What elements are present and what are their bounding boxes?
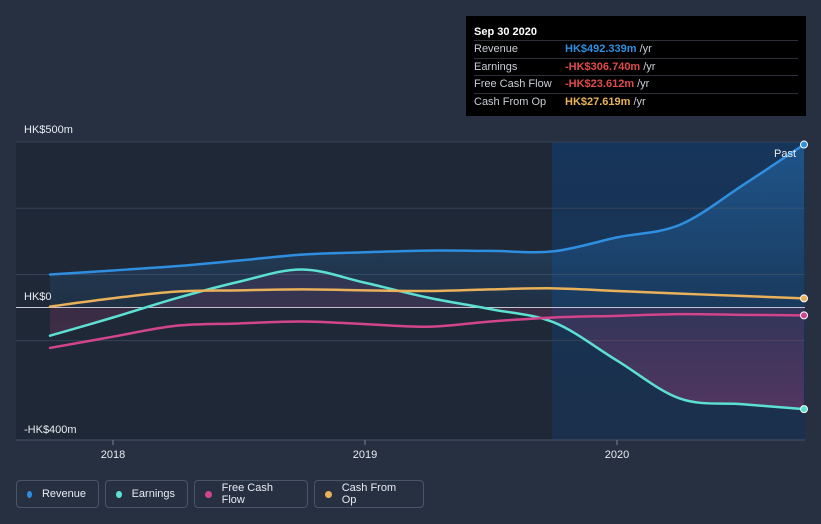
tooltip-value: HK$27.619m xyxy=(565,95,631,108)
tooltip-row-revenue: Revenue HK$492.339m /yr xyxy=(474,40,798,58)
tooltip-label: Cash From Op xyxy=(474,95,547,108)
earnings-area xyxy=(50,269,804,410)
tooltip-row-earnings: Earnings -HK$306.740m /yr xyxy=(474,57,798,76)
earnings-line xyxy=(48,268,806,411)
free-cash-flow-dot-icon xyxy=(205,490,212,498)
x-axis-ticks: 2018 2019 2020 xyxy=(101,440,629,461)
chart-legend: Revenue Earnings Free Cash Flow Cash Fro… xyxy=(16,480,424,508)
y-axis-label-zero: HK$0 xyxy=(24,291,52,303)
legend-item-earnings[interactable]: Earnings xyxy=(105,480,188,508)
free-cash-flow-line xyxy=(48,312,806,350)
earnings-end-marker xyxy=(800,405,808,414)
chart-area: 2018 2019 2020 HK$500m HK$0 -HK$400m Past xyxy=(16,124,808,461)
earnings-dot-icon xyxy=(116,490,122,498)
legend-label: Free Cash Flow xyxy=(221,482,273,506)
data-tooltip: Sep 30 2020 Revenue HK$492.339m /yr Earn… xyxy=(466,16,806,116)
legend-item-revenue[interactable]: Revenue xyxy=(16,480,99,508)
tooltip-label: Free Cash Flow xyxy=(474,78,552,90)
tooltip-date: Sep 30 2020 xyxy=(474,26,537,38)
area-fills xyxy=(50,144,804,410)
tooltip-value: -HK$23.612m xyxy=(565,78,635,90)
x-tick-label: 2018 xyxy=(101,449,125,461)
tooltip-label: Earnings xyxy=(474,60,518,73)
tooltip-value: -HK$306.740m xyxy=(565,60,641,73)
x-tick-label: 2019 xyxy=(353,449,377,461)
free-cash-flow-end-marker xyxy=(800,311,808,320)
cash-from-op-dot-icon xyxy=(325,490,332,498)
x-tick-label: 2020 xyxy=(605,449,629,461)
revenue-end-marker xyxy=(800,140,808,149)
tooltip-row-cash-from-op: Cash From Op HK$27.619m /yr xyxy=(474,92,798,111)
tooltip-unit: /yr xyxy=(633,95,646,108)
cash-from-op-line xyxy=(48,287,806,308)
revenue-line xyxy=(48,143,806,276)
legend-label: Earnings xyxy=(131,488,175,500)
tooltip-row-free-cash-flow: Free Cash Flow -HK$23.612m /yr xyxy=(474,75,798,93)
past-label: Past xyxy=(774,148,796,160)
tooltip-value: HK$492.339m xyxy=(565,43,637,55)
y-axis-label-top: HK$500m xyxy=(24,124,73,136)
tooltip-unit: /yr xyxy=(637,78,650,90)
tooltip-unit: /yr xyxy=(639,43,652,55)
tooltip-unit: /yr xyxy=(643,60,656,73)
series-lines xyxy=(48,143,806,411)
revenue-area xyxy=(50,144,804,308)
legend-item-cash-from-op[interactable]: Cash From Op xyxy=(314,480,424,508)
y-axis-label-bottom: -HK$400m xyxy=(24,424,77,436)
legend-label: Cash From Op xyxy=(341,482,397,506)
legend-label: Revenue xyxy=(41,488,86,500)
revenue-dot-icon xyxy=(27,490,32,498)
cash-from-op-end-marker xyxy=(800,294,808,303)
end-markers xyxy=(800,140,808,414)
legend-item-free-cash-flow[interactable]: Free Cash Flow xyxy=(194,480,308,508)
tooltip-label: Revenue xyxy=(474,43,519,55)
